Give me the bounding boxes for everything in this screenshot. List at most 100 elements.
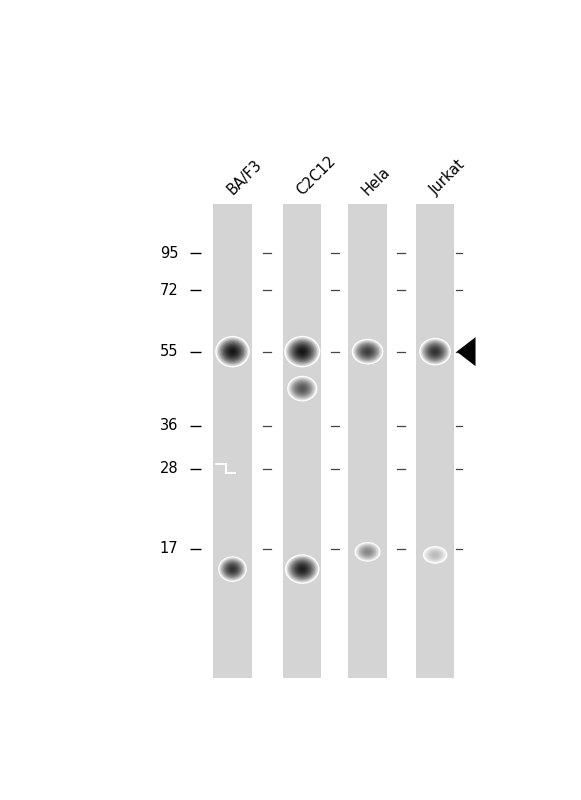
Ellipse shape <box>299 566 305 571</box>
Ellipse shape <box>357 544 378 560</box>
Ellipse shape <box>431 348 439 355</box>
Ellipse shape <box>424 546 446 563</box>
Ellipse shape <box>227 346 238 357</box>
Ellipse shape <box>296 346 309 357</box>
Ellipse shape <box>299 386 306 392</box>
Bar <box>416 204 454 678</box>
Ellipse shape <box>432 553 438 557</box>
Ellipse shape <box>292 380 313 397</box>
Ellipse shape <box>425 342 446 361</box>
Ellipse shape <box>430 347 440 356</box>
Ellipse shape <box>356 543 379 561</box>
Text: 95: 95 <box>160 246 178 261</box>
Ellipse shape <box>363 549 372 555</box>
Ellipse shape <box>300 386 305 390</box>
Ellipse shape <box>365 550 370 554</box>
Ellipse shape <box>422 340 449 363</box>
Ellipse shape <box>228 348 237 355</box>
Ellipse shape <box>432 350 437 354</box>
Text: 17: 17 <box>160 542 178 556</box>
Ellipse shape <box>301 387 303 390</box>
Ellipse shape <box>220 340 245 363</box>
Ellipse shape <box>231 350 234 353</box>
Ellipse shape <box>290 559 314 579</box>
Ellipse shape <box>227 564 238 574</box>
Ellipse shape <box>426 548 444 562</box>
Bar <box>283 204 321 678</box>
Text: Jurkat: Jurkat <box>426 157 468 198</box>
Text: 36: 36 <box>160 418 178 433</box>
Ellipse shape <box>360 546 375 558</box>
Ellipse shape <box>286 337 319 366</box>
Ellipse shape <box>299 349 305 354</box>
Ellipse shape <box>292 342 313 361</box>
Ellipse shape <box>431 552 439 558</box>
Ellipse shape <box>358 545 377 559</box>
Ellipse shape <box>295 563 310 575</box>
Ellipse shape <box>354 542 381 562</box>
Ellipse shape <box>291 379 314 398</box>
Ellipse shape <box>434 554 436 556</box>
Bar <box>349 204 387 678</box>
Ellipse shape <box>286 555 318 582</box>
Ellipse shape <box>293 344 311 359</box>
Ellipse shape <box>287 376 317 402</box>
Ellipse shape <box>284 336 320 367</box>
Ellipse shape <box>356 342 379 362</box>
Ellipse shape <box>297 384 307 393</box>
Ellipse shape <box>230 567 235 571</box>
Ellipse shape <box>231 568 234 570</box>
Text: Hela: Hela <box>359 164 393 198</box>
Ellipse shape <box>293 562 311 577</box>
Ellipse shape <box>295 345 310 358</box>
Bar <box>213 204 252 678</box>
Ellipse shape <box>352 339 383 365</box>
Ellipse shape <box>426 343 444 360</box>
Ellipse shape <box>224 562 241 577</box>
Ellipse shape <box>361 346 374 357</box>
Ellipse shape <box>297 348 307 355</box>
Ellipse shape <box>296 383 309 394</box>
Ellipse shape <box>219 558 246 581</box>
Ellipse shape <box>366 350 369 353</box>
Ellipse shape <box>289 558 315 580</box>
Text: 72: 72 <box>160 282 178 298</box>
Ellipse shape <box>221 341 244 362</box>
Ellipse shape <box>360 346 375 358</box>
Polygon shape <box>457 337 475 366</box>
Ellipse shape <box>425 547 445 562</box>
Ellipse shape <box>362 548 373 556</box>
Ellipse shape <box>223 342 242 361</box>
Ellipse shape <box>428 550 442 560</box>
Ellipse shape <box>222 559 243 578</box>
Text: C2C12: C2C12 <box>294 153 339 198</box>
Ellipse shape <box>421 339 450 364</box>
Ellipse shape <box>429 346 442 358</box>
Ellipse shape <box>365 350 370 354</box>
Ellipse shape <box>292 561 313 578</box>
Ellipse shape <box>229 349 235 354</box>
Ellipse shape <box>301 568 304 570</box>
Ellipse shape <box>298 566 307 573</box>
Ellipse shape <box>367 551 368 553</box>
Text: 28: 28 <box>160 461 178 476</box>
Ellipse shape <box>427 549 443 561</box>
Text: BA/F3: BA/F3 <box>224 158 264 198</box>
Ellipse shape <box>357 343 378 360</box>
Ellipse shape <box>218 338 247 365</box>
Ellipse shape <box>423 546 447 564</box>
Ellipse shape <box>293 381 311 396</box>
Ellipse shape <box>364 550 371 554</box>
Ellipse shape <box>358 344 377 359</box>
Ellipse shape <box>217 337 248 366</box>
Ellipse shape <box>225 562 240 575</box>
Ellipse shape <box>290 378 315 399</box>
Ellipse shape <box>295 382 310 395</box>
Ellipse shape <box>434 350 436 353</box>
Ellipse shape <box>423 342 447 362</box>
Ellipse shape <box>359 546 376 558</box>
Ellipse shape <box>228 565 237 574</box>
Ellipse shape <box>361 547 374 557</box>
Ellipse shape <box>363 347 373 356</box>
Ellipse shape <box>419 338 451 366</box>
